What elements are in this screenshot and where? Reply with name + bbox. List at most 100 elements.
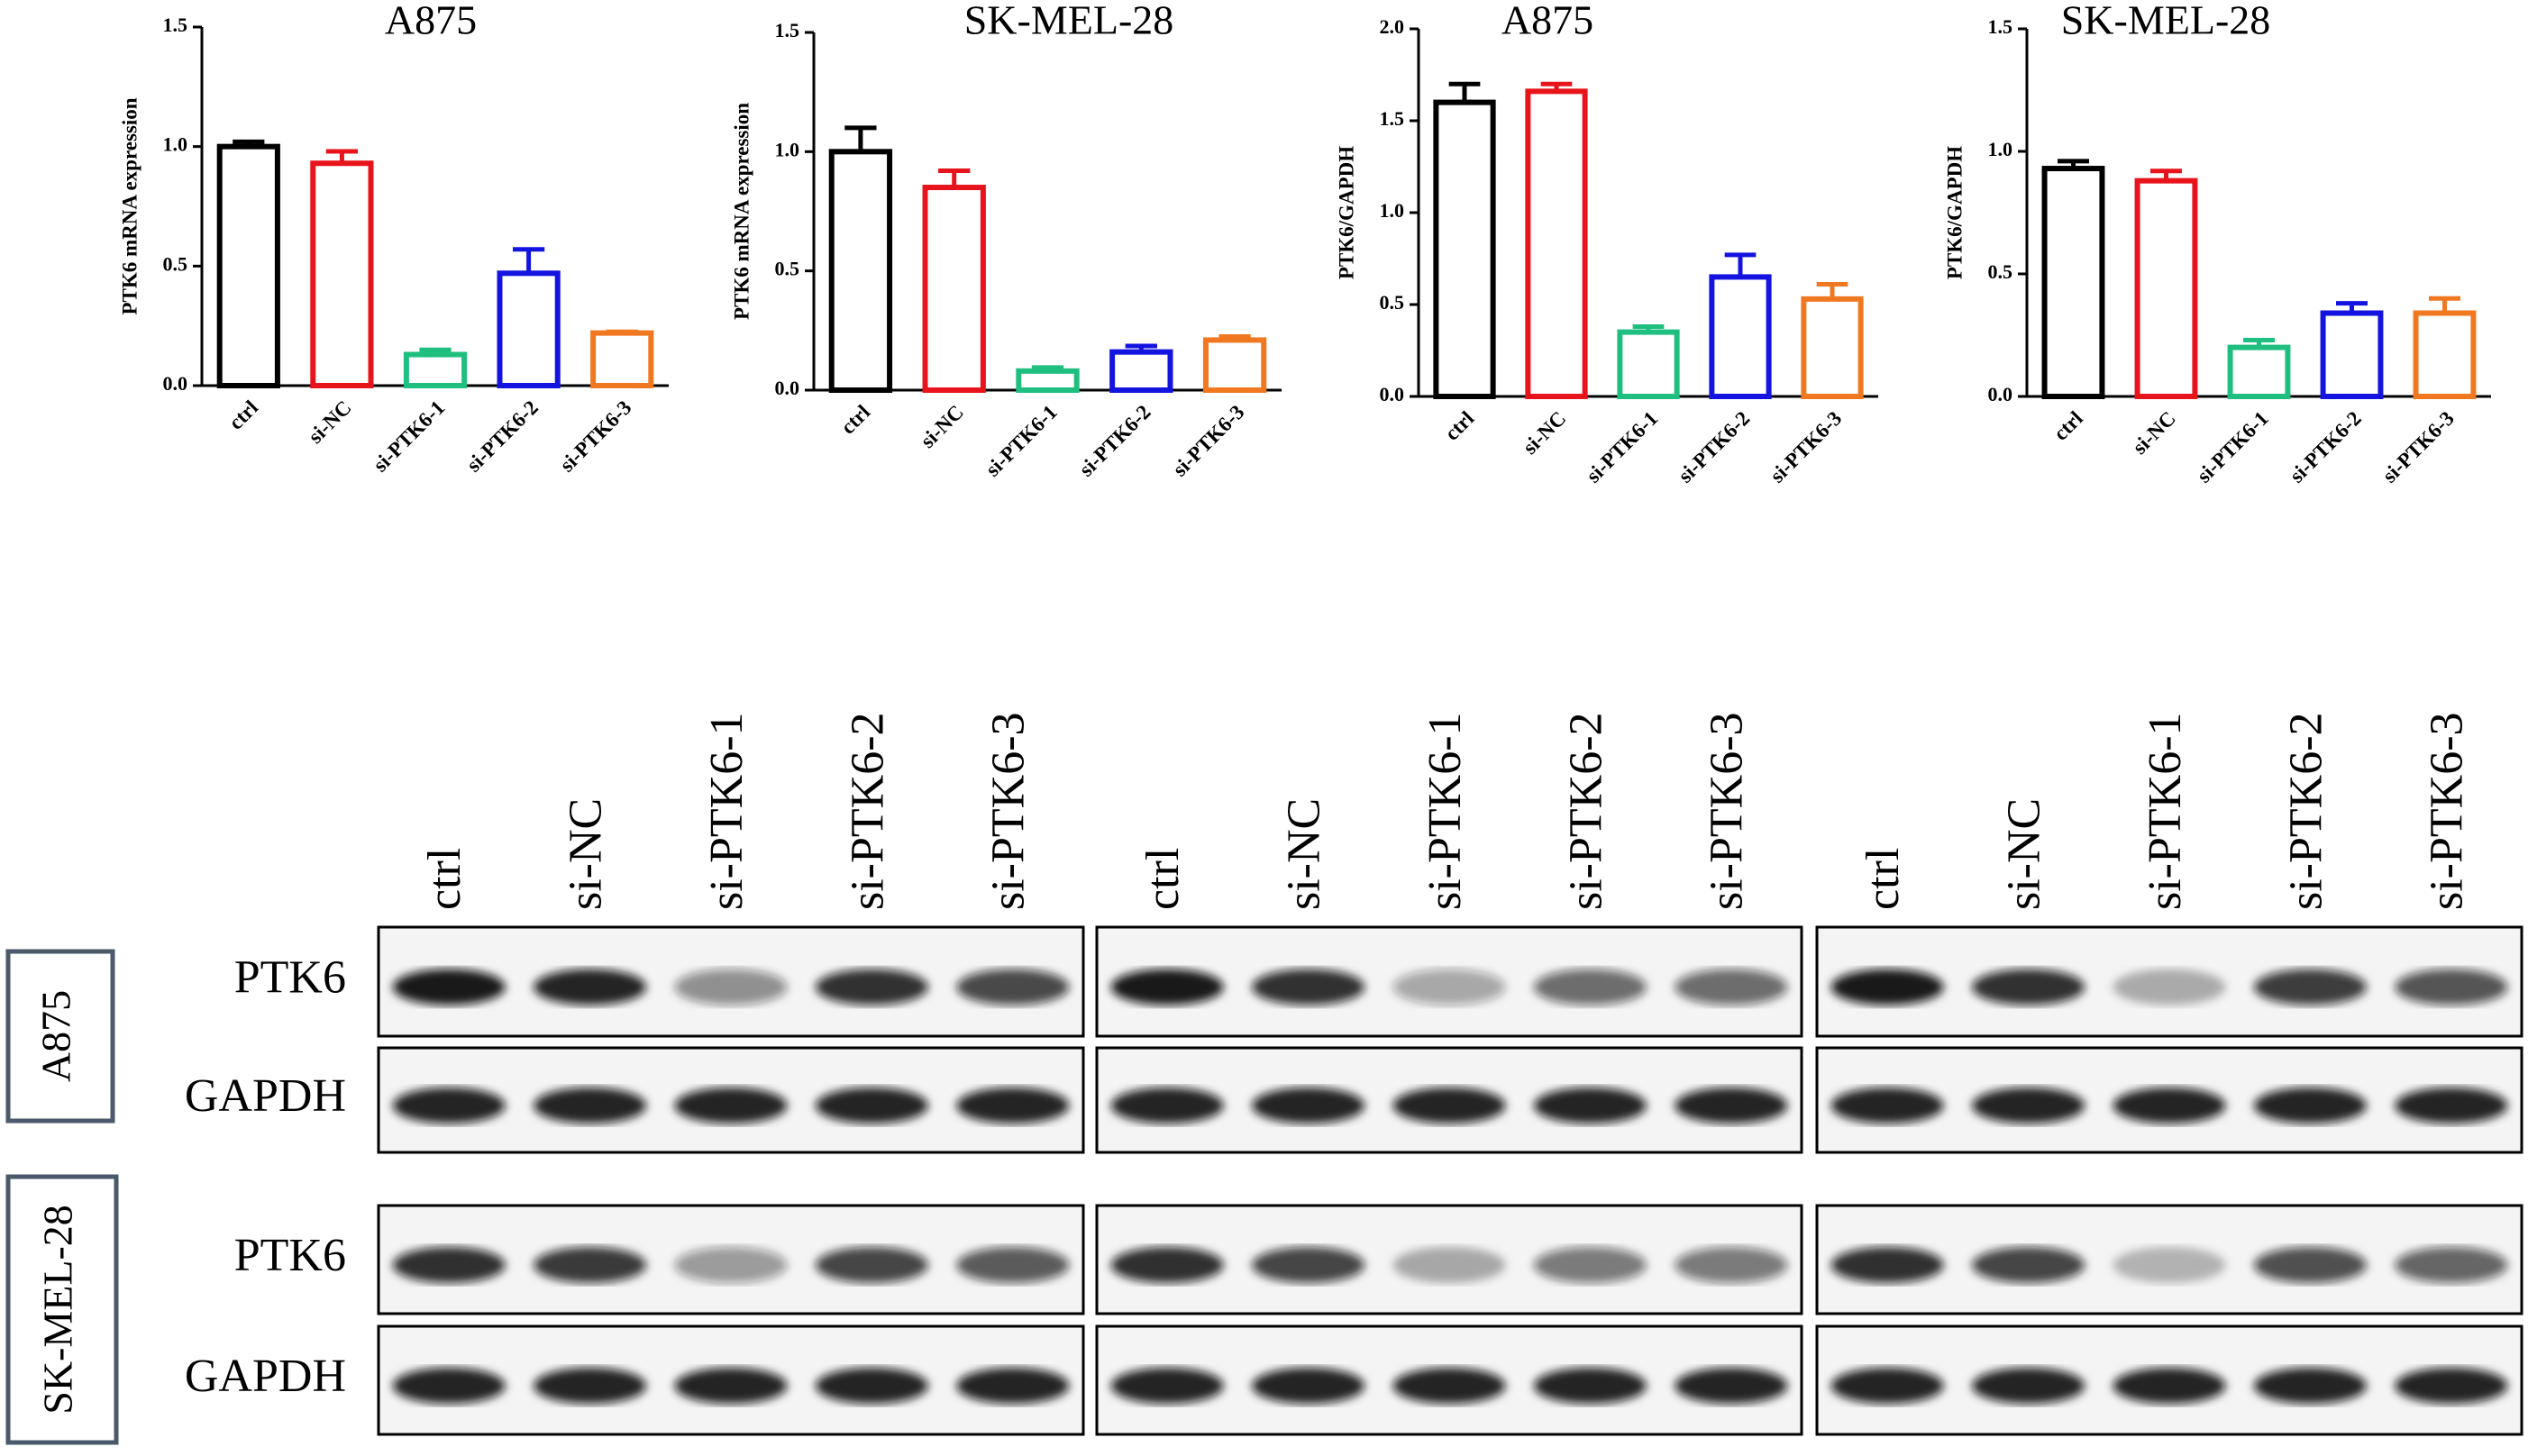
lane-label: si-PTK6-3 (2422, 712, 2473, 910)
blot-band (1675, 969, 1788, 1006)
chart-title: A875 (1501, 0, 1593, 43)
y-axis-label: PTK6/GAPDH (1943, 146, 1966, 279)
lane-label: si-NC (1999, 798, 2050, 910)
y-tick-label: 1.0 (775, 138, 800, 160)
bar (828, 149, 893, 393)
blot-band (1830, 1368, 1944, 1404)
blot-band (392, 1087, 506, 1124)
bar (497, 270, 561, 388)
blot-band (534, 1247, 647, 1283)
bar (1617, 329, 1680, 400)
blot-band (2253, 969, 2367, 1006)
blot-band (815, 1368, 928, 1404)
bar (1433, 99, 1496, 399)
bar (922, 185, 986, 393)
blot-band (1972, 1087, 2085, 1124)
lane-label: si-PTK6-1 (1419, 712, 1471, 910)
y-axis-label: PTK6/GAPDH (1335, 146, 1357, 279)
blot-band (1675, 1368, 1788, 1404)
bar (1109, 349, 1173, 393)
lane-label: si-PTK6-2 (2280, 712, 2332, 910)
blot-band (2395, 969, 2508, 1006)
protein-label: GAPDH (185, 1351, 346, 1402)
blot-band (1675, 1087, 1788, 1124)
blot-band (534, 1087, 647, 1124)
y-tick-label: 1.5 (1380, 107, 1405, 130)
y-tick-label: 0.0 (1988, 383, 2013, 405)
blot-band (2113, 1368, 2226, 1404)
lane-label: si-NC (1279, 798, 1330, 910)
chart-title: SK-MEL-28 (2061, 0, 2271, 43)
cell-line-label: A875 (33, 990, 79, 1082)
blot-band (2253, 1247, 2367, 1283)
blot-band (674, 1368, 788, 1404)
bar (2041, 166, 2105, 399)
lane-label: ctrl (419, 848, 470, 910)
lane-label: si-NC (561, 798, 612, 910)
blot-band (1830, 969, 1944, 1006)
y-tick-label: 0.0 (163, 372, 188, 395)
y-tick-label: 0.0 (1380, 383, 1405, 405)
blot-band (392, 969, 506, 1006)
lane-label: si-PTK6-2 (842, 712, 893, 910)
y-axis-label: PTK6 mRNA expression (730, 103, 753, 320)
y-tick-label: 0.5 (1380, 291, 1405, 314)
blot-band (1392, 1247, 1506, 1283)
blot-band (815, 1247, 928, 1283)
blot-band (1533, 1087, 1647, 1124)
lane-label: ctrl (1857, 848, 1909, 910)
y-tick-label: 1.5 (775, 19, 800, 41)
blot-band (1252, 969, 1365, 1006)
blot-band (1392, 1368, 1506, 1404)
blot-band (534, 969, 647, 1006)
lane-label: ctrl (1137, 848, 1189, 910)
blot-band (1830, 1087, 1944, 1124)
cell-line-box (5, 1174, 119, 1445)
y-tick-label: 1.5 (163, 14, 188, 36)
blot-band (815, 1087, 928, 1124)
lane-label: si-PTK6-3 (1702, 712, 1753, 910)
blot-band (2395, 1368, 2508, 1404)
bar (310, 160, 374, 388)
blot-band (1392, 969, 1506, 1006)
y-tick-label: 1.0 (1380, 199, 1405, 222)
blot-band (956, 1247, 1070, 1283)
blot-band (815, 969, 928, 1006)
blot-band (1972, 969, 2085, 1006)
blot-band (1110, 1087, 1224, 1124)
blot-band (1392, 1087, 1506, 1124)
blot-band (956, 1368, 1070, 1404)
bar (216, 143, 280, 389)
blot-band (1972, 1247, 2085, 1283)
blot-band (1675, 1247, 1788, 1283)
blot-band (1252, 1247, 1365, 1283)
bar (1801, 296, 1864, 400)
bar (1202, 337, 1267, 394)
blot-band (1110, 1247, 1224, 1283)
bar (590, 330, 654, 389)
blot-band (1252, 1087, 1365, 1124)
y-tick-label: 0.0 (775, 377, 800, 399)
y-tick-label: 1.0 (1988, 138, 2013, 160)
y-axis-label: PTK6 mRNA expression (118, 97, 141, 314)
protein-label: PTK6 (234, 951, 346, 1003)
blot-band (392, 1368, 506, 1404)
cell-line-box (5, 949, 115, 1124)
bar (2134, 177, 2198, 399)
blot-band (2113, 1247, 2226, 1283)
bar (1709, 274, 1772, 399)
bar (1016, 368, 1080, 393)
y-tick-label: 0.5 (1988, 260, 2013, 283)
blot-band (2395, 1087, 2508, 1124)
lane-label: si-PTK6-1 (701, 712, 753, 910)
chart-title: SK-MEL-28 (964, 0, 1174, 43)
blot-band (674, 1247, 788, 1283)
lane-label: si-PTK6-2 (1560, 712, 1611, 910)
blot-band (1533, 1368, 1647, 1404)
blot-band (2395, 1247, 2508, 1283)
lane-label: si-PTK6-3 (983, 712, 1035, 910)
blot-band (1110, 1368, 1224, 1404)
y-tick-label: 2.0 (1380, 15, 1405, 38)
blot-band (534, 1368, 647, 1404)
